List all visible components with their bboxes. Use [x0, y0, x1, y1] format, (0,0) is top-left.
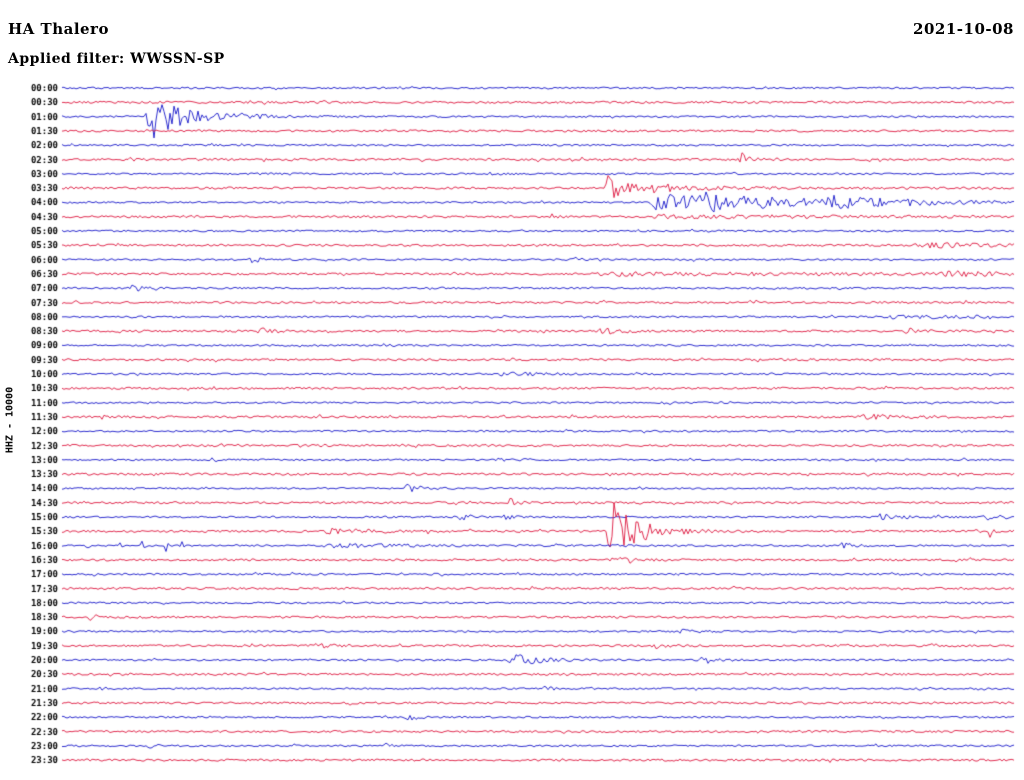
- y-axis-label: HHZ - 10000: [4, 386, 16, 454]
- date-label: 2021-10-08: [913, 20, 1014, 38]
- filter-label: Applied filter: WWSSN-SP: [8, 51, 225, 67]
- station-title: HA Thalero: [8, 20, 109, 38]
